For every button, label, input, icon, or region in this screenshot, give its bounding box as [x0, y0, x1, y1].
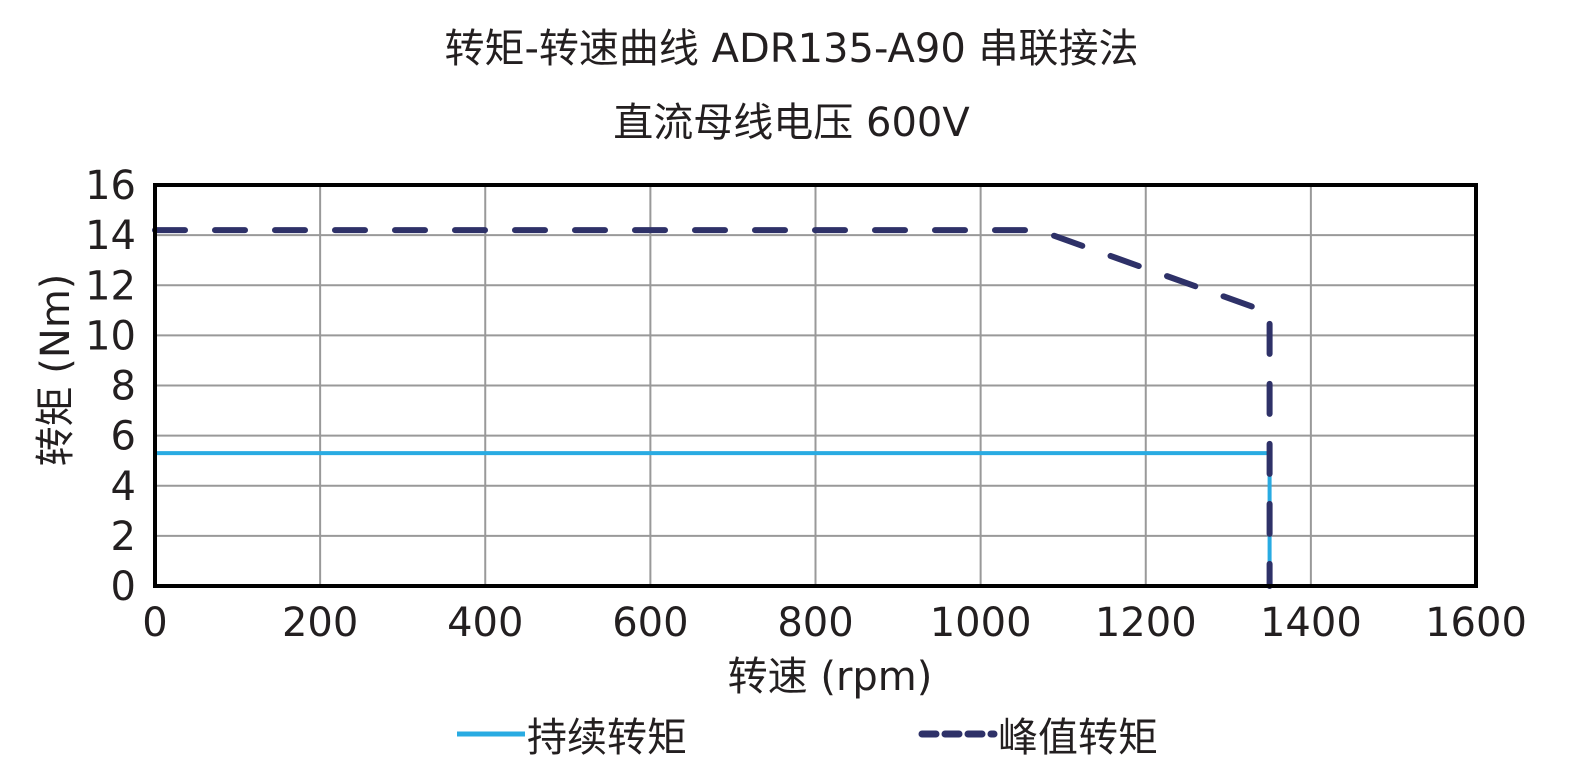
plot-frame	[153, 183, 1478, 588]
y-tick-label: 2	[111, 514, 136, 560]
x-axis-label: 转速 (rpm)	[727, 654, 933, 700]
legend-item-continuous: 持续转矩	[455, 705, 687, 763]
x-tick-label: 1200	[1095, 600, 1197, 646]
legend-item-peak: 峰值转矩	[918, 705, 1158, 763]
chart-title: 转矩-转速曲线 ADR135-A90 串联接法	[444, 26, 1139, 72]
peak-torque-line	[152, 227, 1273, 589]
y-tick-label: 6	[111, 414, 136, 460]
x-tick-label: 1400	[1260, 600, 1362, 646]
continuous-torque-line	[155, 451, 1272, 586]
y-tick-label: 4	[111, 464, 136, 510]
legend-label-continuous: 持续转矩	[527, 715, 687, 761]
y-axis-label: 转矩 (Nm)	[33, 273, 79, 467]
y-tick-label: 16	[85, 163, 136, 209]
x-tick-label: 600	[612, 600, 688, 646]
y-tick-label: 12	[85, 263, 136, 309]
solid-line-icon	[457, 731, 525, 737]
y-tick-label: 0	[111, 564, 136, 610]
x-tick-label: 0	[142, 600, 167, 646]
legend-label-peak: 峰值转矩	[998, 715, 1158, 761]
y-tick-label: 10	[85, 313, 136, 359]
dashed-line-icon	[918, 730, 998, 738]
x-tick-label: 1600	[1425, 600, 1527, 646]
x-tick-label: 400	[447, 600, 523, 646]
x-tick-label: 800	[777, 600, 853, 646]
y-tick-label: 8	[111, 364, 136, 410]
y-tick-label: 14	[85, 213, 136, 259]
x-tick-label: 200	[282, 600, 358, 646]
chart-subtitle: 直流母线电压 600V	[613, 100, 970, 146]
x-tick-label: 1000	[930, 600, 1032, 646]
